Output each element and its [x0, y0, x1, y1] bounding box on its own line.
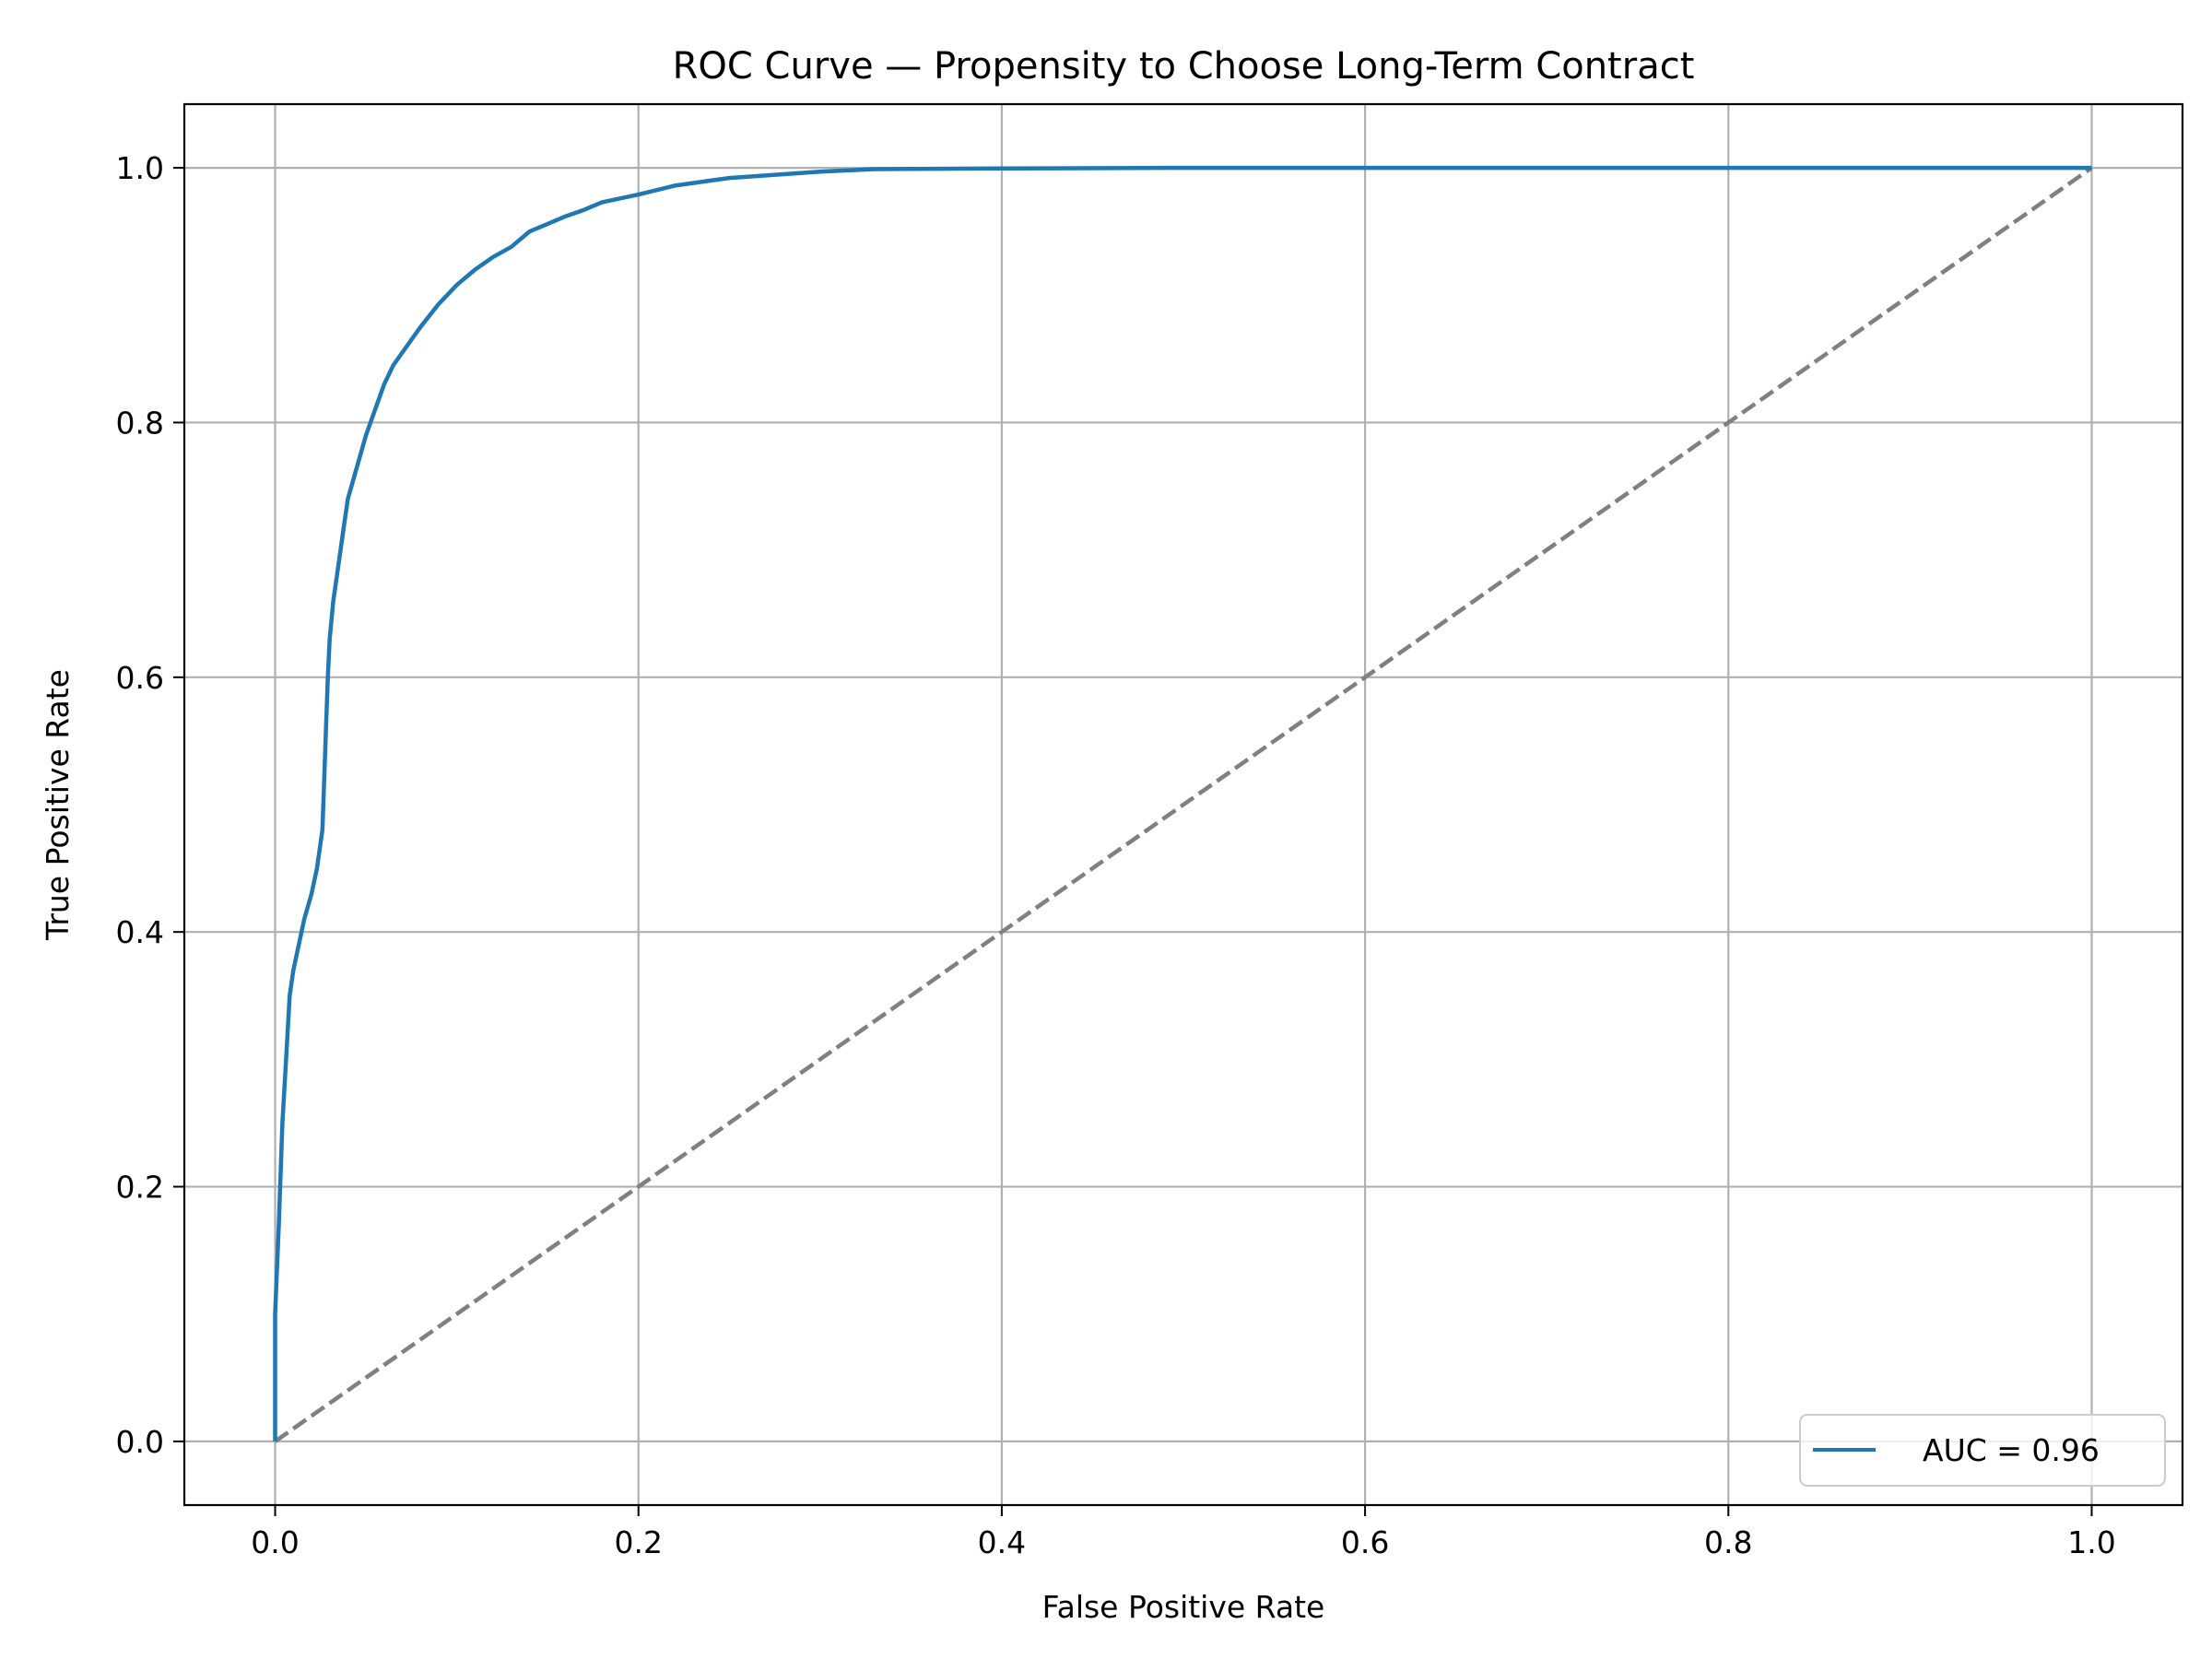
x-tick-label: 0.4	[978, 1524, 1026, 1560]
y-axis-label: True Positive Rate	[40, 669, 76, 941]
series-layer	[273, 165, 2093, 1443]
y-tick-label: 0.2	[116, 1170, 164, 1206]
y-tick-label: 1.0	[116, 150, 164, 186]
y-tick-label: 0.6	[116, 660, 164, 696]
ticks: 0.0 0.2 0.4 0.6 0.8 1.0 0.0 0.2 0.4 0.6 0.8 1.0	[116, 150, 2116, 1560]
grid	[184, 104, 2183, 1505]
plot-frame	[182, 102, 2184, 1507]
x-tick-label: 0.0	[251, 1524, 299, 1560]
legend: AUC = 0.96	[1799, 1414, 2166, 1487]
y-tick-label: 0.8	[116, 405, 164, 441]
legend-box	[1799, 1414, 2166, 1487]
x-tick-label: 0.8	[1704, 1524, 1752, 1560]
chance-diagonal-line	[274, 166, 2093, 1443]
x-tick-label: 0.2	[614, 1524, 662, 1560]
roc-curve-line	[273, 165, 2092, 1441]
legend-label: AUC = 0.96	[1923, 1432, 2100, 1468]
x-axis-label: False Positive Rate	[1042, 1589, 1325, 1625]
chart-title: ROC Curve — Propensity to Choose Long-Te…	[673, 45, 1695, 88]
x-tick-label: 0.6	[1341, 1524, 1389, 1560]
y-tick-label: 0.0	[116, 1424, 164, 1460]
x-tick-label: 1.0	[2067, 1524, 2115, 1560]
y-tick-label: 0.4	[116, 914, 164, 950]
